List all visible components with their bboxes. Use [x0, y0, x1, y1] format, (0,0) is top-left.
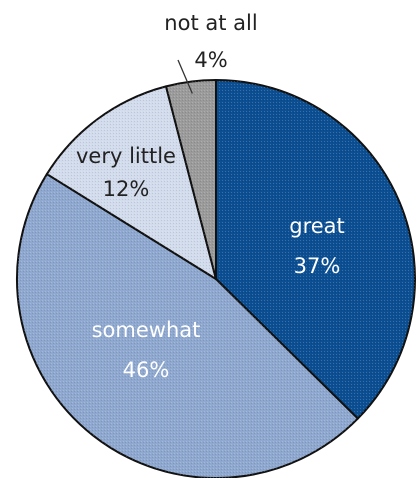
slice-label-very-little: very little [76, 144, 176, 168]
pie-slice-texture-very-little [46, 86, 217, 279]
slice-label-great: great [289, 214, 345, 238]
slice-value-not-at-all: 4% [194, 48, 227, 72]
callout-line-group [177, 59, 193, 94]
pie-slice-texture-not-at-all [166, 80, 216, 279]
slice-label-somewhat: somewhat [92, 318, 201, 342]
slice-value-great: 37% [294, 254, 341, 278]
pie-slice-texture-somewhat [17, 174, 358, 478]
slice-label-not-at-all: not at all [164, 11, 257, 35]
slice-value-somewhat: 46% [123, 358, 170, 382]
slice-value-very-little: 12% [103, 177, 150, 201]
leader-line-not-at-all [177, 59, 193, 94]
pie-slice-texture-great [216, 80, 416, 419]
pie-labels: great 37% somewhat 46% very little 12% not at … [76, 11, 345, 382]
pie-slices [16, 79, 416, 478]
